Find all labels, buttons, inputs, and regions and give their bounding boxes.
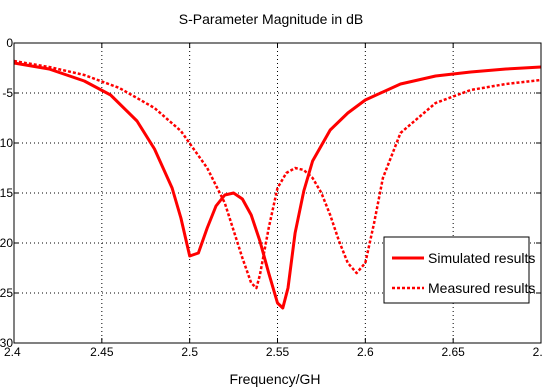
y-tick-label: -30: [0, 336, 13, 350]
legend-label: Simulated results: [428, 250, 535, 266]
x-tick-label: 2.65: [441, 345, 465, 359]
series-lines: [13, 59, 542, 310]
x-tick-label: 2.55: [266, 345, 290, 359]
y-tick-label: 0: [6, 36, 13, 50]
x-axis-ticks: 2.4 2.45 2.5 2.55 2.6 2.65 2.7: [4, 43, 543, 359]
legend: Simulated results Measured results: [383, 236, 535, 304]
series-simulated-results: [13, 61, 542, 310]
y-tick-label: -15: [0, 186, 13, 200]
plot-frame: [13, 42, 542, 344]
x-tick-label: 2.45: [90, 345, 114, 359]
series-measured-results: [13, 59, 542, 290]
x-tick-label: 2.6: [357, 345, 374, 359]
x-axis-label: Frequency/GH: [229, 371, 320, 387]
chart-title: S-Parameter Magnitude in dB: [179, 11, 363, 27]
legend-box: [383, 236, 530, 304]
y-tick-label: -10: [0, 136, 13, 150]
y-axis-ticks: 0 -5 -10 -15 -20 -25 -30: [0, 36, 541, 350]
legend-label: Measured results: [428, 280, 535, 296]
y-tick-label: -20: [0, 236, 13, 250]
x-tick-label: 2.5: [181, 345, 198, 359]
y-tick-label: -25: [0, 286, 13, 300]
y-tick-label: -5: [2, 86, 13, 100]
x-tick-label: 2.7: [533, 345, 543, 359]
x-tick-label: 2.4: [4, 345, 21, 359]
